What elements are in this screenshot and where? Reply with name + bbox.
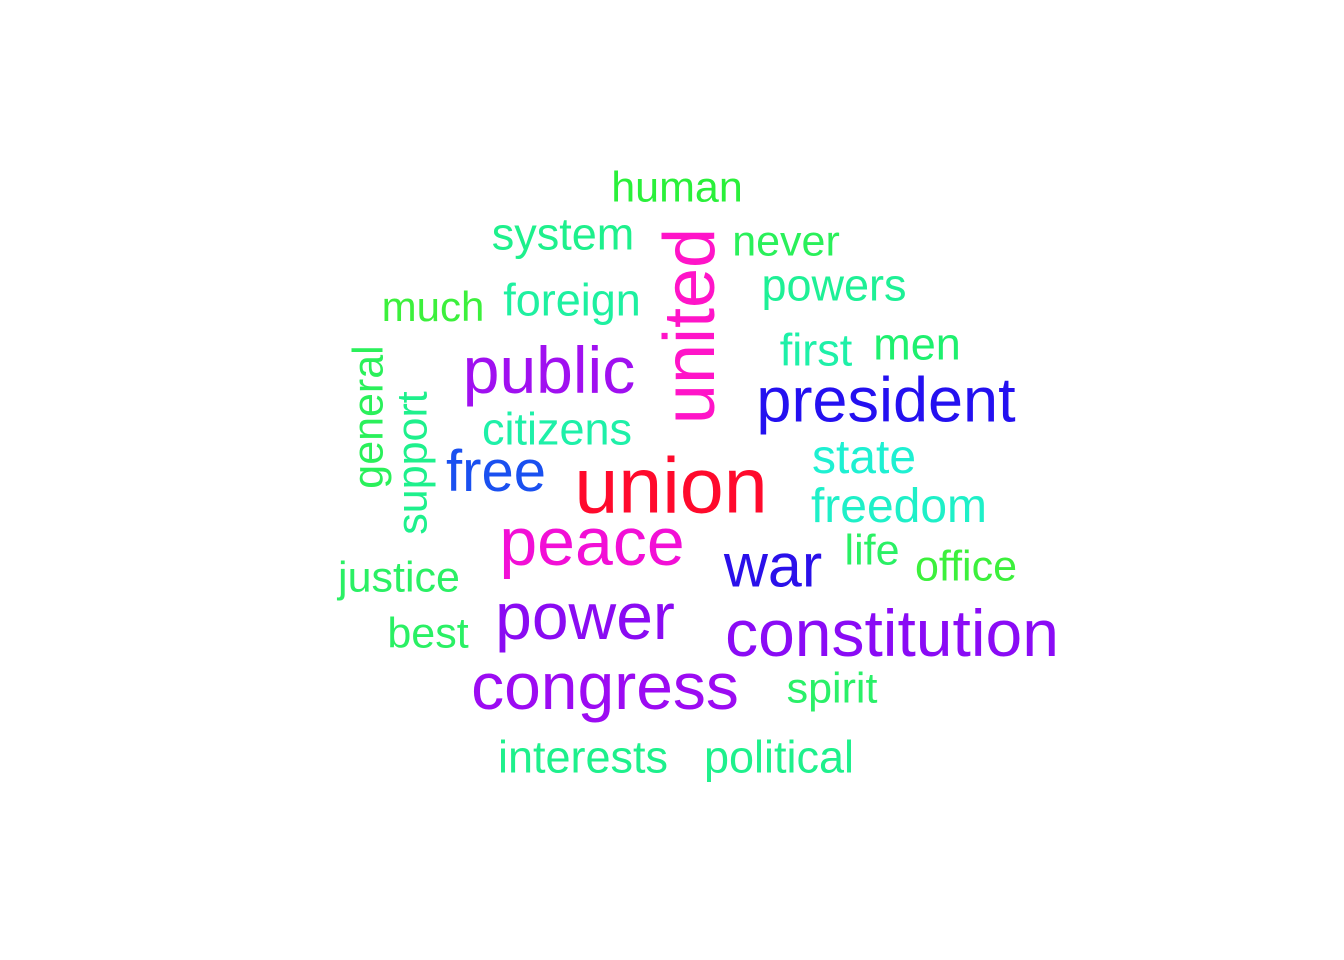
word-support: support xyxy=(388,391,437,535)
word-constitution: constitution xyxy=(725,596,1059,670)
word-power: power xyxy=(495,579,675,653)
word-life: life xyxy=(844,526,900,575)
word-peace: peace xyxy=(499,504,685,580)
word-free: free xyxy=(446,439,546,504)
word-system: system xyxy=(491,208,635,260)
word-interests: interests xyxy=(497,731,669,783)
word-political: political xyxy=(703,731,855,783)
word-state: state xyxy=(811,431,917,484)
word-best: best xyxy=(387,609,469,658)
word-justice: justice xyxy=(338,553,460,602)
word-foreign: foreign xyxy=(503,274,641,326)
word-public: public xyxy=(462,333,636,407)
word-men: men xyxy=(873,318,961,370)
word-powers: powers xyxy=(761,259,907,311)
word-congress: congress xyxy=(471,649,739,723)
word-much: much xyxy=(381,283,485,330)
word-never: never xyxy=(732,217,840,266)
word-spirit: spirit xyxy=(786,664,878,713)
word-war: war xyxy=(723,531,823,600)
word-freedom: freedom xyxy=(810,480,988,533)
word-citizens: citizens xyxy=(481,403,633,455)
word-general: general xyxy=(344,345,393,489)
word-first: first xyxy=(779,324,853,376)
word-united: united xyxy=(650,227,730,425)
word-human: human xyxy=(611,163,743,212)
word-president: president xyxy=(756,365,1016,436)
word-office: office xyxy=(915,542,1017,591)
word-union: union xyxy=(574,440,768,530)
